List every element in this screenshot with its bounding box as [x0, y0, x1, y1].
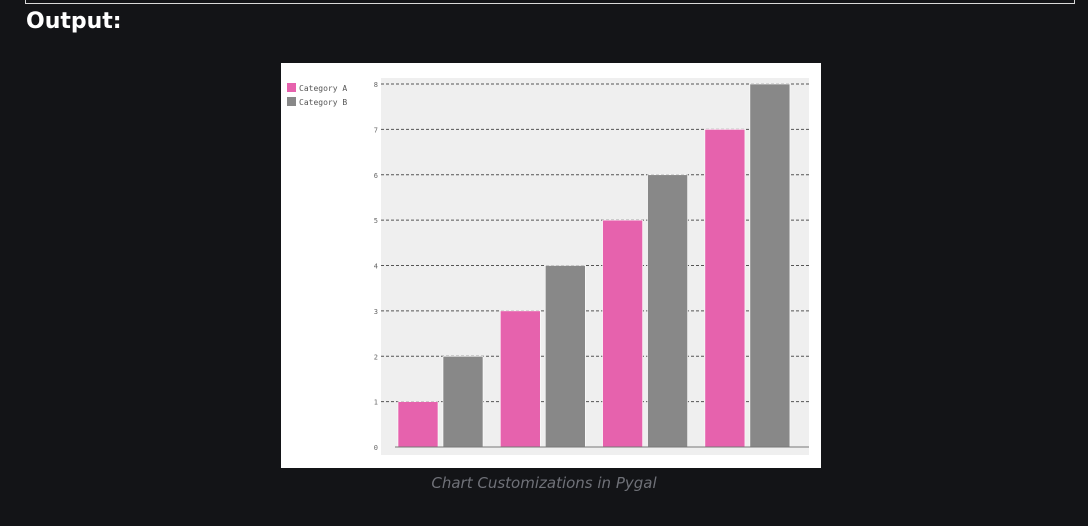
previous-section-frame — [25, 0, 1075, 4]
y-tick-label: 6 — [374, 172, 378, 180]
bar-category-a — [500, 310, 541, 448]
legend-swatch — [287, 83, 296, 92]
bar-category-a — [602, 219, 643, 448]
bar-category-b — [442, 355, 484, 448]
figure-caption: Chart Customizations in Pygal — [431, 474, 657, 492]
bar-category-b — [544, 265, 586, 448]
bar-chart: Category A Category B 0 1 2 3 4 5 6 7 8 — [287, 78, 809, 455]
y-tick-label: 8 — [374, 81, 378, 89]
legend-label: Category A — [299, 84, 347, 93]
chart-figure: Category A Category B 0 1 2 3 4 5 6 7 8 — [281, 63, 821, 468]
bar-category-b — [647, 174, 688, 448]
y-tick-label: 7 — [374, 126, 378, 134]
y-tick-label: 5 — [374, 217, 378, 225]
legend-swatch — [287, 97, 296, 106]
y-tick-label: 0 — [374, 444, 378, 452]
bar-category-a — [704, 129, 746, 448]
chart-legend: Category A Category B — [287, 83, 347, 107]
bar-category-a — [397, 401, 439, 448]
bar-category-b — [749, 83, 791, 448]
output-heading: Output: — [26, 9, 122, 34]
y-tick-label: 1 — [374, 399, 378, 407]
y-tick-label: 2 — [374, 353, 378, 361]
y-tick-label: 3 — [374, 308, 378, 316]
y-axis-ticks: 0 1 2 3 4 5 6 7 8 — [374, 81, 378, 452]
y-tick-label: 4 — [374, 263, 378, 271]
bar-series — [397, 83, 791, 448]
legend-label: Category B — [299, 98, 347, 107]
